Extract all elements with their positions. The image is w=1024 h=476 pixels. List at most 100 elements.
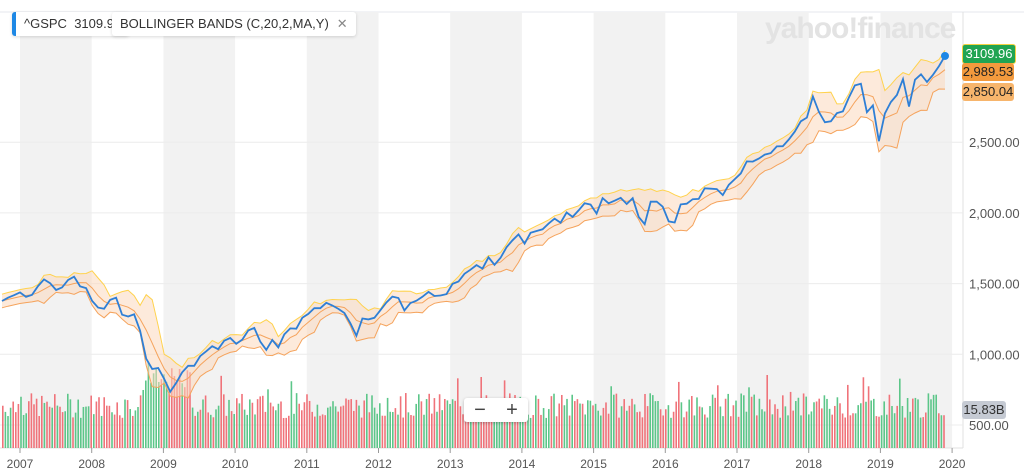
indicator-legend-tag[interactable]: BOLLINGER BANDS (C,20,2,MA,Y) ✕ [112, 12, 356, 36]
volume-bar [483, 405, 485, 448]
x-tick-label: 2012 [365, 457, 392, 471]
volume-bar [90, 395, 92, 448]
volume-bar [683, 417, 685, 448]
volume-bar [238, 403, 241, 448]
volume-bar [613, 394, 615, 448]
zoom-out-button[interactable]: − [474, 399, 486, 421]
volume-bar [810, 411, 813, 448]
volume-bar [633, 404, 636, 448]
volume-bar [376, 413, 378, 448]
volume-bar [925, 412, 927, 448]
yahoo-finance-logo: yahoo!finance [765, 12, 956, 45]
volume-bar [80, 417, 82, 448]
volume-bar [909, 411, 911, 448]
volume-bar [464, 411, 467, 448]
volume-bar [147, 361, 150, 448]
volume-bar [334, 406, 337, 448]
volume-bar [132, 415, 134, 448]
volume-bar [163, 374, 165, 448]
volume-bar [493, 398, 495, 448]
volume-bar [186, 370, 189, 448]
volume-bar [652, 395, 654, 448]
volume-bar [488, 405, 490, 448]
year-shade [450, 12, 522, 448]
volume-bar [236, 398, 238, 448]
volume-bar [537, 398, 540, 448]
volume-bar [51, 407, 53, 448]
volume-bar [935, 394, 937, 448]
close-icon[interactable]: ✕ [336, 16, 348, 31]
volume-bar [805, 396, 807, 448]
volume-bar [574, 401, 576, 448]
volume-bar [769, 399, 771, 448]
volume-bar [100, 415, 103, 448]
volume-bar [927, 393, 930, 448]
volume-bar [355, 399, 358, 448]
volume-bar [462, 414, 464, 448]
volume-bar [272, 406, 274, 448]
volume-bar [641, 417, 644, 448]
x-tick-label: 2018 [795, 457, 822, 471]
volume-bar [423, 414, 425, 448]
volume-bar [74, 412, 77, 448]
volume-bar [745, 411, 748, 448]
volume-bar [449, 403, 451, 448]
volume-bar [763, 411, 766, 448]
volume-bar [69, 399, 72, 448]
volume-bar [535, 395, 537, 448]
volume-bar [2, 405, 4, 448]
volume-bar [280, 401, 282, 448]
volume-bar [454, 400, 456, 448]
volume-bar [220, 375, 222, 448]
volume-bar [867, 386, 870, 448]
volume-bar [579, 403, 581, 448]
volume-bar [293, 413, 295, 448]
y-tick-label: 2,000.00 [969, 206, 1020, 221]
volume-bar [875, 416, 878, 448]
volume-bar [438, 394, 441, 448]
volume-bar [782, 395, 784, 448]
volume-bar [345, 398, 347, 448]
volume-bar [412, 415, 415, 448]
volume-bar [329, 406, 332, 448]
volume-bar [368, 412, 371, 448]
volume-bar [727, 393, 729, 448]
volume-bar [828, 408, 831, 448]
volume-bar [865, 401, 867, 448]
volume-bar [389, 411, 391, 448]
volume-bar [849, 415, 852, 448]
volume-bar [662, 415, 664, 448]
volume-bar [930, 399, 932, 448]
indicator-name: BOLLINGER BANDS (C,20,2,MA,Y) [120, 16, 329, 31]
volume-bar [470, 409, 472, 448]
volume-bar [324, 415, 326, 448]
volume-bar [730, 416, 732, 448]
volume-bar [873, 398, 875, 448]
volume-bar [217, 405, 220, 448]
volume-bar [467, 413, 469, 448]
volume-bar [597, 410, 599, 448]
volume-bar [620, 406, 623, 448]
volume-bar [259, 396, 261, 448]
volume-bar [457, 378, 459, 448]
volume-bar [592, 405, 594, 448]
volume-bar [756, 415, 758, 448]
volume-bar [202, 399, 204, 448]
zoom-in-button[interactable]: + [506, 399, 518, 421]
symbol-legend-tag[interactable]: ^GSPC 3109.96 [12, 12, 130, 36]
volume-bar [776, 408, 779, 448]
volume-bar [82, 406, 85, 448]
volume-bar [618, 417, 620, 448]
volume-bar [397, 414, 399, 448]
volume-bar [888, 394, 891, 448]
volume-bar [282, 417, 285, 448]
x-tick-label: 2013 [437, 457, 464, 471]
volume-bar [626, 410, 628, 448]
volume-bar [680, 402, 683, 448]
volume-bar [9, 407, 12, 448]
volume-bar [405, 393, 407, 448]
volume-bar [722, 416, 724, 448]
symbol-value: 3109.96 [74, 16, 122, 31]
volume-bar [165, 381, 168, 448]
